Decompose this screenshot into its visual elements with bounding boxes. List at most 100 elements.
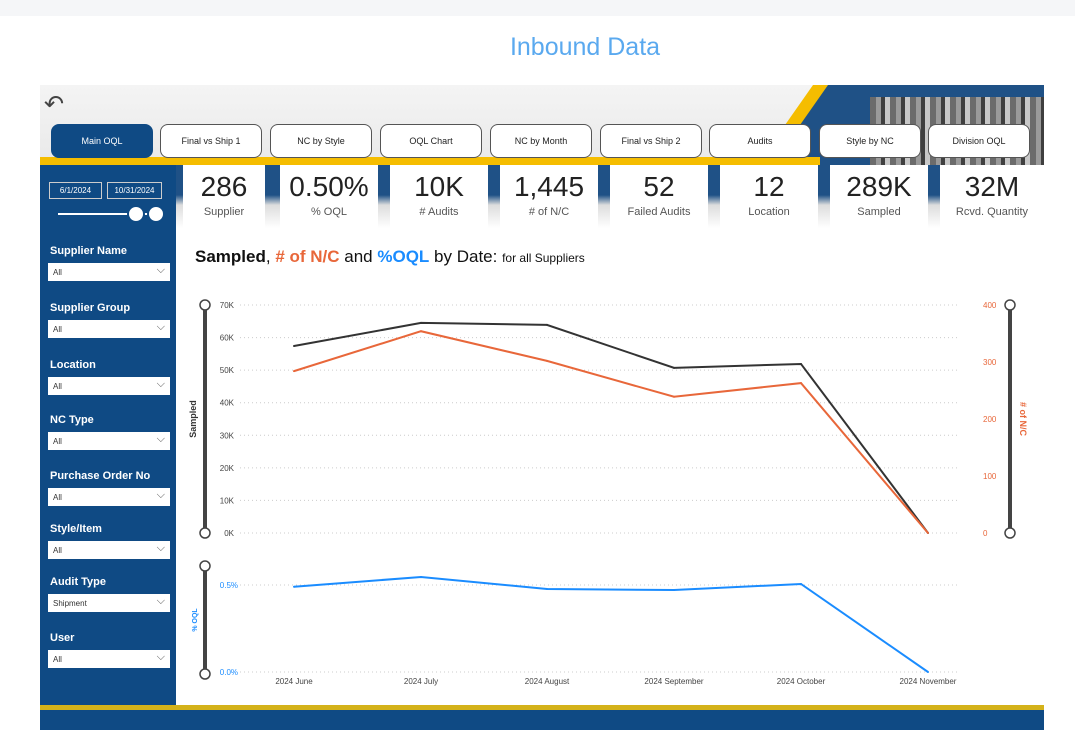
kpi-card: 289K Sampled: [830, 165, 928, 228]
title-sep: ,: [265, 247, 276, 266]
left-tick-label: 60K: [220, 334, 235, 343]
tab-nc-by-month[interactable]: NC by Month: [490, 124, 592, 158]
page-title: Inbound Data: [509, 33, 661, 61]
slider-handle[interactable]: [1004, 527, 1016, 539]
dropdown-value: Shipment: [53, 598, 87, 608]
chevron-down-icon: ⌵: [156, 433, 165, 445]
chevron-down-icon: ⌵: [156, 542, 165, 554]
tab-label: Audits: [747, 136, 773, 146]
dropdown-value: All: [53, 545, 62, 555]
dropdown-value: All: [53, 324, 62, 334]
title-and: and: [339, 247, 378, 266]
data-point: [927, 671, 929, 673]
chevron-down-icon: ⌵: [156, 651, 165, 663]
title-nc: # of N/C: [275, 247, 340, 266]
right-tick-label: 200: [983, 415, 997, 424]
dropdown-value: All: [53, 654, 62, 664]
chevron-down-icon: ⌵: [156, 489, 165, 501]
start-date-input[interactable]: 6/1/2024: [49, 182, 102, 199]
tab-nc-by-style[interactable]: NC by Style: [270, 124, 372, 158]
kpi-card: 12 Location: [720, 165, 818, 228]
filter-sidebar: 6/1/2024 10/31/2024 Supplier Name All ⌵ Sup…: [40, 165, 176, 705]
data-point: [546, 588, 548, 591]
data-point: [800, 582, 802, 585]
filter-dropdown-audit-type[interactable]: Shipment ⌵: [48, 594, 170, 612]
data-point: [800, 362, 802, 365]
filter-dropdown-supplier-group[interactable]: All ⌵: [48, 320, 170, 338]
chevron-down-icon: ⌵: [156, 378, 165, 390]
kpi-label: # of N/C: [528, 206, 570, 218]
slider-handle[interactable]: [199, 668, 211, 680]
kpi-value: 0.50%: [289, 171, 369, 202]
tab-final-vs-ship-2[interactable]: Final vs Ship 2: [600, 124, 702, 158]
tab-style-by-nc[interactable]: Style by NC: [819, 124, 921, 158]
lower-tick-label: 0.5%: [220, 581, 238, 590]
filter-label: Audit Type: [50, 576, 107, 588]
tab-main-oql[interactable]: Main OQL: [51, 124, 153, 158]
left-tick-label: 30K: [220, 431, 235, 440]
right-axis-title: # of N/C: [1018, 402, 1028, 437]
series-line--oql: [293, 575, 929, 673]
chevron-down-icon: ⌵: [156, 264, 165, 276]
filter-dropdown-nc-type[interactable]: All ⌵: [48, 432, 170, 450]
dropdown-value: All: [53, 492, 62, 502]
filter-dropdown-user[interactable]: All ⌵: [48, 650, 170, 668]
kpi-label: Sampled: [857, 206, 901, 218]
tab-final-vs-ship-1[interactable]: Final vs Ship 1: [160, 124, 262, 158]
title-by-date: by Date:: [429, 247, 503, 266]
filter-dropdown-purchase-order-no[interactable]: All ⌵: [48, 488, 170, 506]
kpi-value: 32M: [964, 171, 1020, 202]
chart-title: Sampled, # of N/C and %OQL by Date: for …: [195, 247, 585, 267]
date-slider-track[interactable]: [58, 213, 153, 215]
data-point: [293, 345, 295, 348]
tab-oql-chart[interactable]: OQL Chart: [380, 124, 482, 158]
tab-label: NC by Style: [297, 136, 345, 146]
data-point: [420, 330, 422, 333]
tab-label: Final vs Ship 1: [181, 136, 241, 146]
slider-handle[interactable]: [199, 527, 211, 539]
kpi-label: Rcvd. Quantity: [955, 206, 1029, 218]
left-tick-label: 40K: [220, 399, 235, 408]
data-point: [673, 366, 675, 369]
left-tick-label: 20K: [220, 464, 235, 473]
kpi-value: 289K: [846, 171, 912, 202]
date-slider-start-handle[interactable]: [127, 205, 145, 223]
filter-label: Supplier Name: [50, 245, 128, 257]
end-date-input[interactable]: 10/31/2024: [107, 182, 162, 199]
title-sampled: Sampled: [195, 247, 266, 266]
filter-label: NC Type: [50, 414, 94, 426]
tab-audits[interactable]: Audits: [709, 124, 811, 158]
filter-dropdown-location[interactable]: All ⌵: [48, 377, 170, 395]
x-tick-label: 2024 July: [404, 677, 438, 686]
filter-label: User: [50, 632, 75, 644]
kpi-card: 32M Rcvd. Quantity: [940, 165, 1044, 228]
tab-division-oql[interactable]: Division OQL: [928, 124, 1030, 158]
undo-arrow-icon[interactable]: ↶: [44, 90, 65, 118]
kpi-card: 52 Failed Audits: [610, 165, 708, 228]
data-point: [673, 395, 675, 398]
date-slider-end-handle[interactable]: [147, 205, 165, 223]
title-oql: %OQL: [377, 247, 430, 266]
kpi-label: # Audits: [419, 206, 459, 218]
dropdown-value: All: [53, 381, 62, 391]
x-tick-label: 2024 June: [275, 677, 313, 686]
kpi-card: 286 Supplier: [183, 165, 265, 228]
chevron-down-icon: ⌵: [156, 595, 165, 607]
filter-label: Style/Item: [50, 523, 102, 535]
filter-label: Supplier Group: [50, 302, 131, 314]
kpi-label: Failed Audits: [627, 206, 691, 218]
right-tick-label: 100: [983, 472, 997, 481]
slider-handle[interactable]: [199, 299, 211, 311]
filter-dropdown-style-item[interactable]: All ⌵: [48, 541, 170, 559]
x-tick-label: 2024 August: [525, 677, 570, 686]
filter-dropdown-supplier-name[interactable]: All ⌵: [48, 263, 170, 281]
slider-handle[interactable]: [1004, 299, 1016, 311]
data-point: [420, 575, 422, 578]
kpi-label: % OQL: [310, 206, 348, 218]
left-tick-label: 10K: [220, 496, 235, 505]
tab-label: NC by Month: [514, 136, 568, 146]
series-line--of-n-c: [293, 330, 929, 534]
tab-label: OQL Chart: [409, 136, 453, 146]
slider-handle[interactable]: [199, 560, 211, 572]
x-tick-label: 2024 September: [644, 677, 703, 686]
